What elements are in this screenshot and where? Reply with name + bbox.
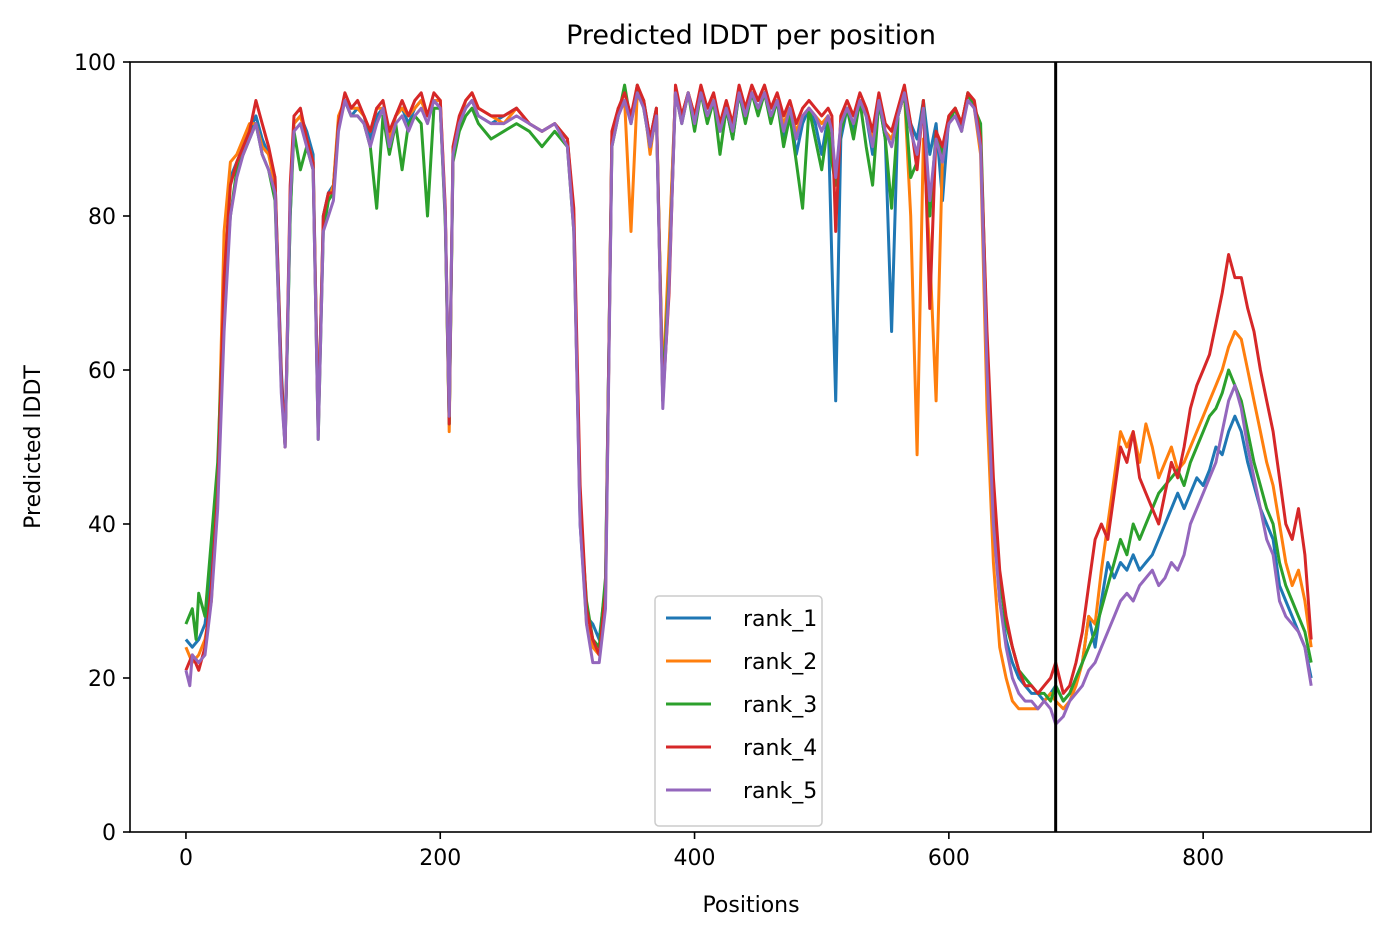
- y-tick-label: 100: [74, 51, 116, 76]
- y-tick-label: 20: [88, 667, 116, 692]
- legend-label: rank_3: [743, 693, 817, 718]
- x-tick-label: 200: [419, 846, 461, 871]
- chart-title: Predicted lDDT per position: [566, 20, 936, 51]
- x-tick-label: 0: [179, 846, 193, 871]
- y-tick-label: 80: [88, 205, 116, 230]
- x-axis-title: Positions: [702, 893, 799, 918]
- plot-area-frame: [129, 61, 1372, 833]
- legend-label: rank_5: [743, 779, 817, 804]
- x-tick-label: 600: [928, 846, 970, 871]
- x-tick-label: 400: [674, 846, 716, 871]
- y-axis-ticks: 0 20 40 60 80 100: [74, 51, 130, 846]
- x-tick-label: 800: [1182, 846, 1224, 871]
- series-line-rank-5: [184, 91, 1313, 726]
- legend-label: rank_1: [743, 607, 817, 632]
- legend: rank_1 rank_2 rank_3 rank_4 rank_5: [654, 595, 823, 827]
- series-line-rank-4: [184, 83, 1313, 695]
- legend-box: [654, 595, 823, 827]
- x-axis-ticks: 0 200 400 600 800: [179, 832, 1224, 871]
- y-tick-label: 0: [102, 821, 116, 846]
- y-tick-label: 40: [88, 513, 116, 538]
- series-layer: [184, 83, 1313, 726]
- legend-label: rank_2: [743, 650, 817, 675]
- legend-label: rank_4: [743, 736, 817, 761]
- y-axis-title: Predicted lDDT: [21, 365, 46, 529]
- y-tick-label: 60: [88, 359, 116, 384]
